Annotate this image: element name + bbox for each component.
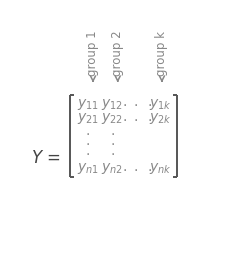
Text: group k: group k	[155, 31, 168, 76]
Text: $\cdot\ \cdot\ \cdot$: $\cdot\ \cdot\ \cdot$	[121, 161, 152, 176]
Text: $.$: $.$	[109, 144, 114, 158]
Text: $\cdot\ \cdot\ \cdot$: $\cdot\ \cdot\ \cdot$	[121, 97, 152, 111]
Text: $y_{11}$: $y_{11}$	[76, 97, 98, 112]
Text: $.$: $.$	[85, 134, 90, 148]
Text: $y_{n2}$: $y_{n2}$	[101, 161, 123, 176]
Text: group 1: group 1	[86, 31, 99, 76]
Text: $y_{12}$: $y_{12}$	[101, 97, 123, 112]
Text: group 2: group 2	[111, 31, 124, 76]
Text: $.$: $.$	[109, 134, 114, 148]
Text: $\mathit{Y}$ =: $\mathit{Y}$ =	[30, 149, 60, 167]
Text: $y_{1k}$: $y_{1k}$	[148, 97, 171, 112]
Text: $.$: $.$	[85, 144, 90, 158]
Text: $y_{22}$: $y_{22}$	[101, 111, 123, 126]
Text: $\cdot\ \cdot\ \cdot$: $\cdot\ \cdot\ \cdot$	[121, 112, 152, 126]
Text: $.$: $.$	[85, 124, 90, 138]
Text: $y_{n1}$: $y_{n1}$	[76, 161, 98, 176]
Text: $y_{nk}$: $y_{nk}$	[148, 161, 171, 176]
Text: $y_{21}$: $y_{21}$	[76, 111, 98, 126]
Text: $y_{2k}$: $y_{2k}$	[148, 111, 171, 126]
Text: $.$: $.$	[109, 124, 114, 138]
